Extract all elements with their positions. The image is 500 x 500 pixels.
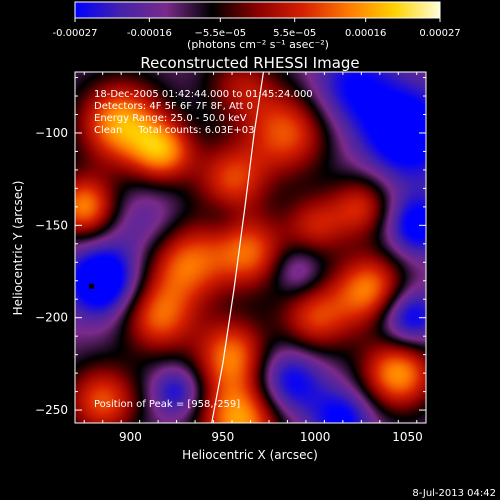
y-tick-label: −250	[35, 403, 68, 417]
annotation-energy-range: Energy Range: 25.0 - 50.0 keV	[94, 113, 247, 124]
annotation-peak-position: Position of Peak = [958,-259]	[94, 399, 240, 410]
y-tick-label: −200	[35, 311, 68, 325]
image-area	[74, 71, 427, 424]
colorbar-tick-label: 0.00027	[419, 28, 460, 39]
colorbar-tick-label: 0.00016	[345, 28, 386, 39]
x-axis-label: Heliocentric X (arcsec)	[182, 448, 318, 462]
solar-limb-curve	[211, 72, 265, 423]
x-tick-label: 900	[119, 430, 142, 444]
footer-timestamp: 8-Jul-2013 04:42	[412, 488, 496, 499]
colorbar-ticks: -0.00027 -0.00016 −5.5e−05 5.5e−05 0.00016 0.…	[53, 18, 461, 39]
annotation-time-range: 18-Dec-2005 01:42:44.000 to 01:45:24.000	[94, 89, 313, 100]
colorbar-tick-label: −5.5e−05	[195, 28, 247, 39]
annotation-detectors: Detectors: 4F 5F 6F 7F 8F, Att 0	[94, 101, 253, 112]
x-tick-label: 1000	[300, 430, 331, 444]
colorbar-tick-label: 5.5e−05	[273, 28, 316, 39]
x-axis: 900 950 1000 1050	[83, 72, 423, 444]
y-axis-label: Heliocentric Y (arcsec)	[11, 181, 25, 316]
y-tick-label: −100	[35, 126, 68, 140]
colorbar: -0.00027 -0.00016 −5.5e−05 5.5e−05 0.00016 0.…	[53, 1, 461, 51]
colorbar-gradient	[74, 1, 441, 19]
annotation-clean: Clean Total counts: 6.03E+03	[94, 125, 254, 136]
y-tick-label: −150	[35, 218, 68, 232]
colorbar-unit-label: (photons cm⁻² s⁻¹ asec⁻²)	[187, 38, 329, 51]
chart-title: Reconstructed RHESSI Image	[140, 54, 359, 72]
colorbar-tick-label: -0.00016	[127, 28, 172, 39]
colorbar-tick-label: -0.00027	[53, 28, 98, 39]
annotations: 18-Dec-2005 01:42:44.000 to 01:45:24.000…	[94, 89, 313, 410]
heatmap-image	[75, 72, 426, 423]
x-tick-label: 1050	[392, 430, 423, 444]
x-tick-label: 950	[211, 430, 234, 444]
source-marker	[89, 283, 95, 289]
y-axis: −100 −150 −200 −250	[35, 77, 426, 417]
